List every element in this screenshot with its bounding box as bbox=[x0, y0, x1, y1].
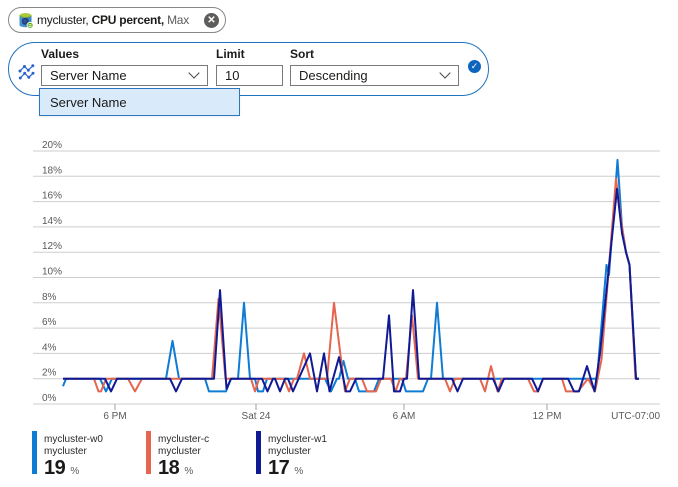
svg-text:14%: 14% bbox=[42, 216, 62, 227]
svg-text:0%: 0% bbox=[42, 393, 57, 404]
svg-text:10%: 10% bbox=[42, 267, 62, 278]
svg-text:18%: 18% bbox=[42, 165, 62, 176]
svg-text:2%: 2% bbox=[42, 368, 57, 379]
svg-text:12 PM: 12 PM bbox=[533, 411, 562, 422]
svg-text:20%: 20% bbox=[42, 140, 62, 151]
svg-text:16%: 16% bbox=[42, 191, 62, 202]
svg-text:4%: 4% bbox=[42, 342, 57, 353]
svg-text:6%: 6% bbox=[42, 317, 57, 328]
svg-text:6 PM: 6 PM bbox=[103, 411, 126, 422]
svg-text:6 AM: 6 AM bbox=[393, 411, 416, 422]
svg-text:UTC-07:00: UTC-07:00 bbox=[611, 411, 660, 422]
svg-text:Sat 24: Sat 24 bbox=[242, 411, 271, 422]
svg-text:12%: 12% bbox=[42, 241, 62, 252]
svg-text:8%: 8% bbox=[42, 292, 57, 303]
